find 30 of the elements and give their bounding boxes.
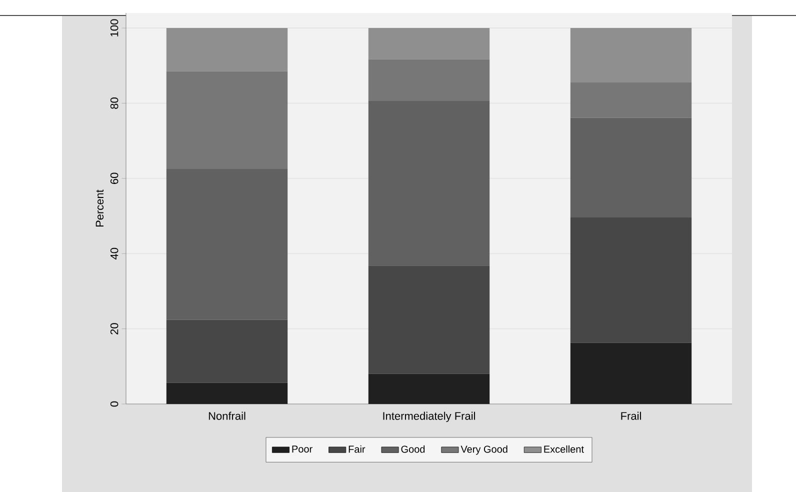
- legend-label: Very Good: [460, 445, 508, 455]
- y-tick-label: 40: [110, 248, 118, 260]
- y-tick-label: 100: [110, 19, 118, 36]
- bar: [570, 28, 692, 83]
- bar: [368, 28, 490, 60]
- bar: [570, 82, 692, 118]
- y-tick-label: 20: [110, 323, 118, 334]
- legend-label: Good: [401, 445, 425, 453]
- y-tick-label: 0: [110, 401, 118, 407]
- y-tick-label: 80: [110, 98, 118, 109]
- bar: [166, 28, 288, 72]
- legend-label: Fair: [348, 445, 366, 453]
- x-tick-label: Frail: [621, 412, 641, 420]
- legend-label: Poor: [292, 446, 312, 453]
- bar: [166, 320, 288, 383]
- bar: [166, 169, 288, 320]
- bar: [570, 118, 692, 218]
- bar: [570, 218, 692, 343]
- bar: [368, 266, 490, 374]
- bar: [166, 71, 288, 170]
- bar: [570, 342, 692, 404]
- bar: [166, 382, 288, 404]
- x-tick-label: Intermediately Frail: [383, 412, 476, 422]
- bar: [368, 374, 490, 404]
- x-tick-label: Nonfrail: [208, 412, 246, 420]
- y-axis-title: Percent: [96, 190, 104, 227]
- bar: [368, 100, 490, 266]
- y-tick-label: 60: [110, 172, 118, 184]
- legend-label: Excellent: [544, 445, 584, 453]
- bar: [368, 59, 490, 101]
